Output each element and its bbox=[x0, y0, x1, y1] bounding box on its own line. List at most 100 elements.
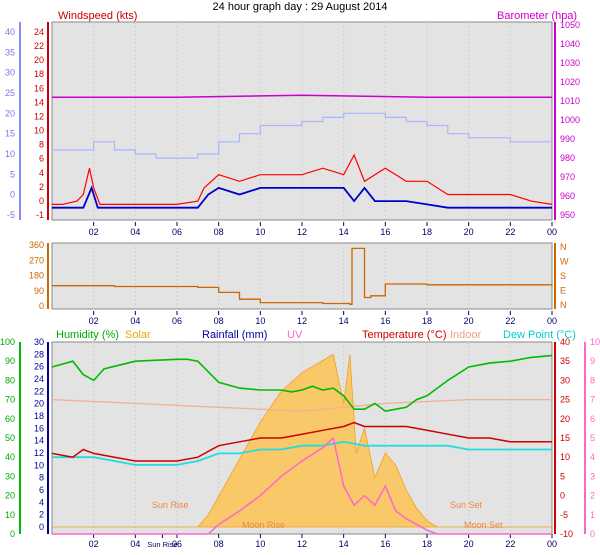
bot-rain-tick-5: 10 bbox=[34, 460, 44, 470]
bot-x-tick-1: 04 bbox=[130, 539, 140, 549]
bot-temp-tick-2: 0 bbox=[560, 491, 565, 501]
bot-temp-tick-9: 35 bbox=[560, 356, 570, 366]
bot-humidity-tick-3: 30 bbox=[5, 471, 15, 481]
legend-dew-point: Dew Point (°C) bbox=[503, 329, 576, 341]
series-wind-direction-line bbox=[52, 247, 553, 305]
bot-rain-tick-9: 18 bbox=[34, 411, 44, 421]
mid-right-tick-0: N bbox=[560, 300, 567, 310]
bot-rain-tick-1: 2 bbox=[39, 510, 44, 520]
legend-temperature: Temperature (°C) bbox=[362, 329, 446, 341]
mid-x-tick-6: 14 bbox=[339, 316, 349, 326]
bot-uv-tick-8: 8 bbox=[590, 375, 595, 385]
bot-uv-tick-9: 9 bbox=[590, 356, 595, 366]
legend-uv: UV bbox=[287, 329, 303, 341]
top-left-outer-tick-7: 30 bbox=[5, 68, 15, 78]
bot-humidity-tick-2: 20 bbox=[5, 491, 15, 501]
top-right-tick-6: 1010 bbox=[560, 96, 580, 106]
bot-uv-tick-1: 1 bbox=[590, 510, 595, 520]
mid-x-tick-0: 02 bbox=[89, 316, 99, 326]
bot-x-tick-7: 14 bbox=[339, 539, 349, 549]
top-x-tick-11: 00 bbox=[547, 227, 557, 237]
bot-x-tick-0: 02 bbox=[89, 539, 99, 549]
bot-rain-tick-8: 16 bbox=[34, 423, 44, 433]
top-left-outer-tick-8: 35 bbox=[5, 47, 15, 57]
mid-right-tick-2: S bbox=[560, 271, 566, 281]
top-x-tick-4: 10 bbox=[255, 227, 265, 237]
top-x-tick-6: 14 bbox=[339, 227, 349, 237]
legend-solar: Solar bbox=[125, 329, 151, 341]
bot-uv-tick-2: 2 bbox=[590, 491, 595, 501]
mid-right-tick-1: E bbox=[560, 286, 566, 296]
bot-temp-tick-10: 40 bbox=[560, 337, 570, 347]
bot-rain-tick-3: 6 bbox=[39, 485, 44, 495]
top-right-tick-8: 1030 bbox=[560, 58, 580, 68]
bot-temp-tick-7: 25 bbox=[560, 395, 570, 405]
top-x-tick-2: 06 bbox=[172, 227, 182, 237]
mid-x-tick-10: 22 bbox=[505, 316, 515, 326]
series-temperature-line bbox=[51, 421, 552, 462]
mid-right-tick-4: N bbox=[560, 242, 567, 252]
bot-rain-tick-11: 22 bbox=[34, 386, 44, 396]
bot-humidity-tick-9: 90 bbox=[5, 356, 15, 366]
mid-left-tick-0: 0 bbox=[39, 301, 44, 311]
bot-humidity-tick-4: 40 bbox=[5, 452, 15, 462]
legend-rainfall: Rainfall (mm) bbox=[202, 329, 267, 341]
top-left-inner-tick-1: 0 bbox=[39, 196, 44, 206]
legend-humidity: Humidity (%) bbox=[56, 329, 119, 341]
bot-rain-tick-4: 8 bbox=[39, 473, 44, 483]
top-right-tick-2: 970 bbox=[560, 172, 575, 182]
bot-x-tick-10: 20 bbox=[464, 539, 474, 549]
mid-x-tick-9: 20 bbox=[464, 316, 474, 326]
series-indoor-line bbox=[51, 398, 552, 412]
mid-x-tick-11: 00 bbox=[547, 316, 557, 326]
top-right-tick-0: 950 bbox=[560, 210, 575, 220]
bot-uv-tick-0: 0 bbox=[590, 529, 595, 539]
top-right-tick-3: 980 bbox=[560, 153, 575, 163]
bot-rain-tick-15: 30 bbox=[34, 337, 44, 347]
mid-right-tick-3: W bbox=[560, 257, 569, 267]
moon-rise-label: Moon Rise bbox=[242, 520, 285, 530]
windspeed-axis-label: Windspeed (kts) bbox=[58, 10, 137, 22]
sun-set-label: Sun Set bbox=[450, 500, 483, 510]
bot-uv-tick-10: 10 bbox=[590, 337, 600, 347]
top-left-outer-tick-0: -5 bbox=[7, 210, 15, 220]
top-left-outer-tick-5: 20 bbox=[5, 108, 15, 118]
bot-rain-tick-10: 20 bbox=[34, 399, 44, 409]
bot-x-tick-5: 10 bbox=[255, 539, 265, 549]
mid-x-tick-8: 18 bbox=[422, 316, 432, 326]
top-left-inner-tick-10: 18 bbox=[34, 69, 44, 79]
top-left-outer-tick-6: 25 bbox=[5, 88, 15, 98]
mid-left-tick-3: 270 bbox=[29, 255, 44, 265]
bot-x-tick-3: 06 bbox=[172, 539, 182, 549]
bot-humidity-tick-7: 70 bbox=[5, 395, 15, 405]
top-right-tick-10: 1050 bbox=[560, 20, 580, 30]
bot-humidity-tick-10: 100 bbox=[0, 337, 15, 347]
bot-humidity-tick-1: 10 bbox=[5, 510, 15, 520]
bot-uv-tick-7: 7 bbox=[590, 395, 595, 405]
bot-x-tick-11: 22 bbox=[505, 539, 515, 549]
top-left-inner-tick-0: -1 bbox=[36, 210, 44, 220]
bot-humidity-tick-0: 0 bbox=[10, 529, 15, 539]
series-wind-average-line bbox=[52, 185, 552, 209]
top-left-outer-tick-4: 15 bbox=[5, 129, 15, 139]
top-left-inner-tick-8: 14 bbox=[34, 97, 44, 107]
legend-indoor: Indoor bbox=[450, 329, 482, 341]
temperature-humidity-panel: Humidity (%) Solar Rainfall (mm) UV Temp… bbox=[0, 329, 600, 549]
top-left-inner-tick-2: 2 bbox=[39, 182, 44, 192]
top-right-tick-9: 1040 bbox=[560, 39, 580, 49]
top-right-tick-7: 1020 bbox=[560, 77, 580, 87]
series-solar-area bbox=[52, 353, 552, 528]
series-windspeed-line bbox=[52, 153, 553, 205]
top-left-outer-tick-2: 5 bbox=[10, 169, 15, 179]
top-x-tick-8: 18 bbox=[422, 227, 432, 237]
bot-humidity-tick-8: 80 bbox=[5, 375, 15, 385]
top-x-tick-5: 12 bbox=[297, 227, 307, 237]
top-left-inner-tick-7: 12 bbox=[34, 111, 44, 121]
bot-temp-tick-6: 20 bbox=[560, 414, 570, 424]
mid-x-tick-7: 16 bbox=[380, 316, 390, 326]
bot-temp-tick-0: -10 bbox=[560, 529, 573, 539]
moon-set-label: Moon Set bbox=[464, 520, 503, 530]
bot-temp-tick-4: 10 bbox=[560, 452, 570, 462]
top-right-tick-1: 960 bbox=[560, 191, 575, 201]
